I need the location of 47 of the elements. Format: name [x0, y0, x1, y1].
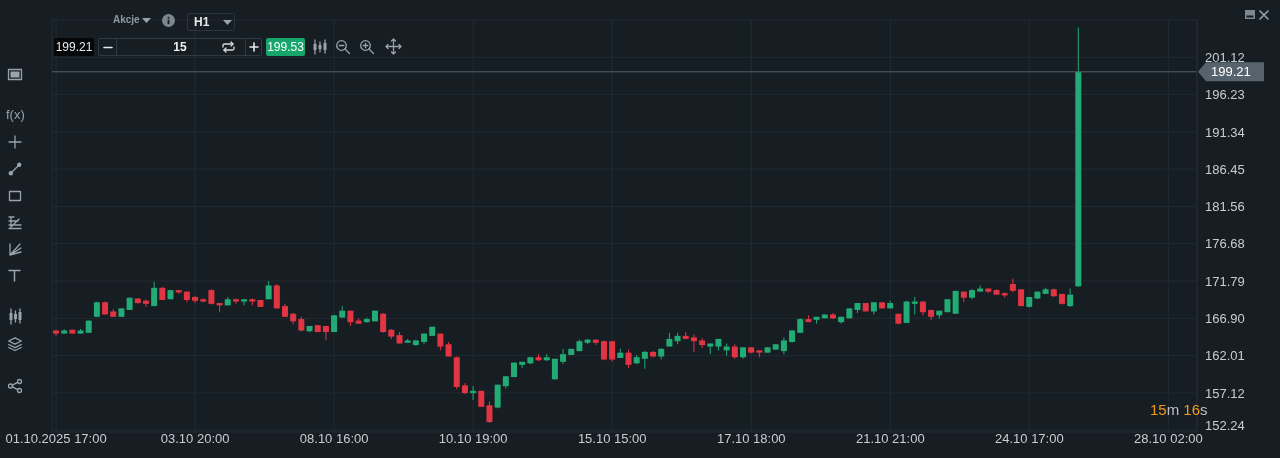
- price-box: 199.21: [54, 38, 94, 56]
- candlestick: [273, 283, 280, 309]
- x-tick-label: 01.10.2025 17:00: [5, 431, 107, 447]
- y-tick-label: 157.12: [1205, 385, 1245, 401]
- annotation: Akcje: [113, 14, 140, 25]
- candlestick: [625, 349, 632, 369]
- candlestick: [142, 298, 149, 308]
- candlestick: [609, 340, 616, 363]
- y-tick-label: 186.45: [1205, 161, 1245, 177]
- x-tick-label: 03.10 20:00: [160, 431, 230, 447]
- annotation: H1: [194, 15, 210, 29]
- x-tick-label: 08.10 16:00: [299, 431, 369, 447]
- candlestick: [241, 298, 248, 306]
- y-tick-label: 171.79: [1205, 273, 1245, 289]
- timeframe-dropdown: H1: [187, 13, 235, 31]
- text: f(x): [6, 107, 25, 122]
- ref-line-label: 199.21: [1211, 64, 1251, 80]
- x-tick-label: 28.10 02:00: [1134, 431, 1203, 447]
- y-tick-label: 201.12: [1205, 49, 1245, 65]
- candlestick: [53, 329, 59, 337]
- candlestick: [1067, 288, 1074, 308]
- y-tick-label: 191.34: [1205, 124, 1245, 140]
- y-tick-label: 162.01: [1205, 348, 1245, 364]
- candlestick: [903, 300, 910, 324]
- x-tick-label: 21.10 21:00: [855, 431, 925, 447]
- annotation: 15m 16s: [1150, 401, 1208, 418]
- y-tick-label: 166.90: [1205, 311, 1245, 326]
- candlestick: [699, 337, 706, 349]
- candlestick: [151, 281, 158, 307]
- highlighted-price-box: 199.53: [266, 38, 305, 56]
- y-tick-label: 152.24: [1205, 417, 1245, 433]
- x-tick-label: 17.10 18:00: [716, 431, 786, 447]
- y-tick-label: 176.68: [1205, 236, 1245, 252]
- quantity-field: 15: [98, 38, 262, 56]
- candlestick: [690, 333, 697, 353]
- candlestick: [486, 400, 493, 424]
- y-tick-label: 181.56: [1205, 199, 1245, 215]
- x-tick-label: 24.10 17:00: [995, 431, 1064, 447]
- candlestick: [322, 325, 329, 341]
- y-tick-label: 196.23: [1205, 87, 1245, 103]
- x-tick-label: 10.10 19:00: [438, 431, 508, 447]
- candlestick: [641, 350, 648, 370]
- x-tick-label: 15.10 15:00: [577, 431, 647, 447]
- annotation: 15: [173, 40, 187, 54]
- candlestick: [232, 297, 239, 305]
- candlestick: [380, 312, 387, 334]
- candlestick: [560, 348, 567, 365]
